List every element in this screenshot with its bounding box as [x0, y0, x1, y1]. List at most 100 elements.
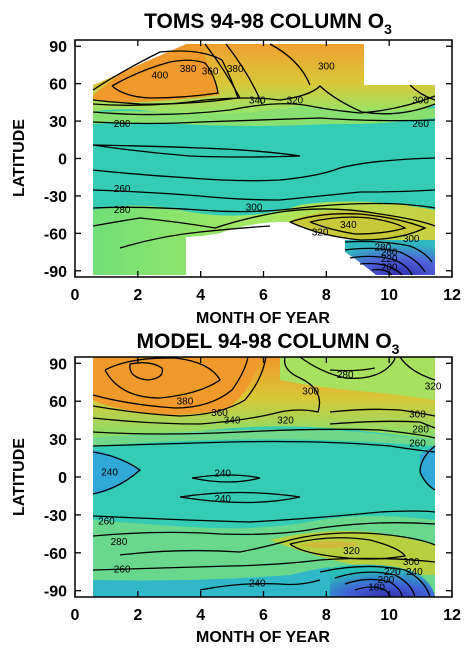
contour-line [289, 537, 407, 560]
contour-label: 260 [98, 517, 115, 528]
contour-label: 300 [409, 409, 426, 420]
contour-label: 340 [224, 416, 241, 427]
nodata-mask [75, 40, 93, 277]
nodata-mask [186, 231, 345, 277]
fill-sh-low [93, 567, 330, 597]
nodata-mask [75, 40, 186, 85]
contour-line [309, 216, 407, 235]
fill-sh-max [270, 531, 435, 575]
contour-label: 300 [403, 557, 420, 568]
contour-label: 220 [384, 567, 401, 578]
contour-label: 260 [381, 248, 398, 259]
contour-label: 300 [318, 62, 335, 73]
contour-fill [75, 40, 452, 277]
contour-line [129, 362, 164, 381]
contour-line [92, 208, 436, 229]
contour-label: 300 [246, 203, 263, 214]
contour-line [319, 565, 431, 598]
contour-label: 380 [177, 397, 194, 408]
contour-label: 220 [381, 254, 398, 265]
contour-label: 260 [114, 184, 131, 195]
contour-line [334, 571, 416, 598]
contour-fill [93, 357, 435, 597]
contour-line [191, 474, 261, 483]
contour-label: 300 [412, 95, 429, 106]
contour-line [329, 367, 376, 372]
contour-label: 200 [378, 575, 395, 586]
x-tick-label: 2 [133, 607, 142, 624]
contour-line [92, 95, 436, 116]
x-tick-label: 6 [259, 607, 268, 624]
fill-band [93, 106, 435, 126]
contour-label: 280 [337, 370, 354, 381]
contour-line [371, 268, 393, 276]
nodata-mask [364, 40, 452, 85]
nodata-mask [435, 40, 452, 277]
contour-line [92, 356, 321, 425]
x-tick-label: 0 [71, 287, 80, 304]
y-tick-label: 90 [49, 356, 67, 373]
x-tick-label: 10 [380, 287, 398, 304]
contour-line [92, 189, 436, 201]
contour-label: 400 [151, 70, 168, 81]
contour-label: 280 [412, 425, 429, 436]
contour-label: 280 [111, 537, 128, 548]
fill-low-240 [93, 450, 140, 495]
x-tick-label: 4 [196, 287, 205, 304]
contour-label: 320 [287, 95, 304, 106]
contour-label: 320 [343, 546, 360, 557]
contour-label: 240 [249, 579, 266, 590]
contour-line [419, 445, 436, 491]
contour-label: 260 [114, 565, 131, 576]
contour-label: 380 [180, 64, 197, 75]
contour-label: 300 [403, 234, 420, 245]
contour-label: 240 [101, 467, 118, 478]
contour-line [92, 451, 142, 495]
y-tick-label: 60 [49, 394, 67, 411]
y-tick-label: 30 [49, 432, 67, 449]
contour-line [289, 213, 427, 241]
chart-title: MODEL 94-98 COLUMN O3 [137, 330, 400, 357]
contour-label: 200 [381, 263, 398, 274]
contour-label: 320 [425, 382, 442, 393]
y-tick-label: 60 [49, 77, 67, 94]
y-tick-label: -60 [44, 546, 67, 563]
contour-line [92, 356, 267, 417]
x-axis-label: MONTH OF YEAR [196, 310, 330, 327]
fill-nh-max [93, 44, 220, 103]
x-tick-label: 8 [322, 287, 331, 304]
contour-label: 340 [249, 95, 266, 106]
contour-label: 280 [375, 243, 392, 254]
x-axis-label: MONTH OF YEAR [196, 629, 330, 646]
contour-label: 380 [227, 64, 244, 75]
contour-label: 240 [406, 567, 423, 578]
contour-label: 300 [302, 387, 319, 398]
fill-sh-max [300, 541, 360, 549]
y-tick-label: 90 [49, 39, 67, 56]
contour-label: 240 [214, 494, 231, 505]
x-tick-label: 2 [133, 287, 142, 304]
contour-label: 260 [409, 438, 426, 449]
contour-line [92, 202, 436, 213]
contour-line [199, 579, 321, 591]
contour-line [399, 356, 436, 381]
contour-line [269, 43, 311, 86]
contour-label: 260 [412, 119, 429, 130]
contour-line [344, 578, 403, 598]
contour-line [92, 85, 436, 115]
contour-line [92, 522, 436, 537]
contour-line [359, 262, 403, 276]
x-tick-label: 12 [443, 607, 461, 624]
contour-label: 360 [211, 408, 228, 419]
y-tick-label: 0 [58, 470, 67, 487]
contour-line [92, 557, 436, 571]
y-tick-label: 30 [49, 114, 67, 131]
y-axis-label: LATITUDE [11, 438, 28, 516]
contour-line [119, 532, 436, 556]
contour-label: 280 [114, 205, 131, 216]
contour-lines [92, 356, 436, 598]
